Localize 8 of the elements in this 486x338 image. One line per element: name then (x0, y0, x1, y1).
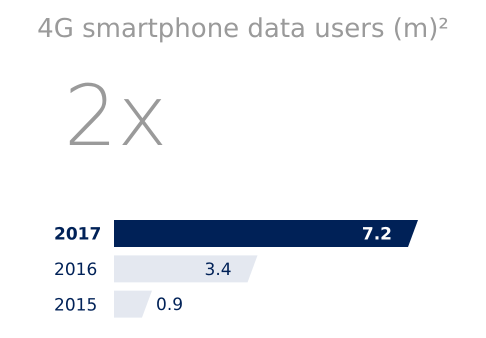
text: 2x (64, 67, 168, 165)
data-label: 0.9 (156, 295, 184, 316)
chart-title: 4G smartphone data users (m)² (36, 14, 450, 44)
y-tick-label: 2017 (54, 224, 102, 245)
y-tick-label: 2016 (54, 260, 98, 280)
data-label: 3.4 (204, 260, 232, 280)
data-label: 7.2 (362, 224, 392, 244)
y-tick-label: 2015 (54, 295, 98, 316)
